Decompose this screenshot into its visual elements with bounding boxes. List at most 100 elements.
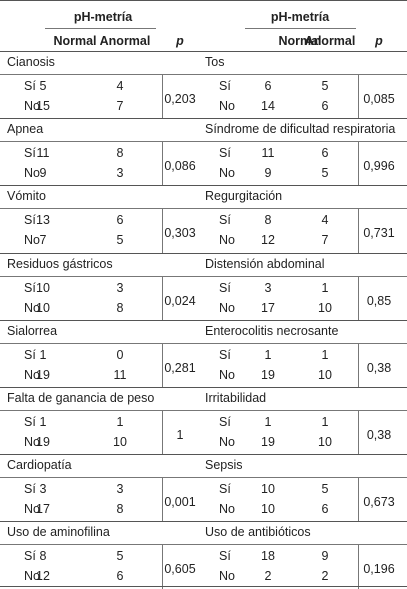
left-col-anormal: Anormal xyxy=(99,34,151,48)
normal-count: 17 xyxy=(36,502,50,517)
anormal-count: 4 xyxy=(116,79,124,93)
normal-count: 19 xyxy=(36,435,50,449)
normal-count: 3 xyxy=(39,482,47,497)
row-label: Sí xyxy=(219,415,231,429)
row-label: No xyxy=(24,367,40,382)
section-title: Uso de aminofilina xyxy=(7,525,110,540)
p-column-divider xyxy=(358,410,359,455)
table-top-rule xyxy=(0,0,407,1)
p-column-divider xyxy=(162,410,163,455)
anormal-count: 3 xyxy=(116,482,124,497)
p-value: 0,38 xyxy=(366,428,392,442)
anormal-count: 8 xyxy=(116,502,124,517)
row-label: No xyxy=(24,502,40,517)
normal-count: 10 xyxy=(261,482,275,497)
row-label: Sí xyxy=(24,79,36,93)
section-divider xyxy=(0,387,196,388)
row-label: Sí xyxy=(24,482,36,497)
anormal-count: 5 xyxy=(116,233,124,248)
p-column-divider xyxy=(162,477,163,522)
section-divider xyxy=(196,319,407,321)
normal-count: 15 xyxy=(36,99,50,113)
p-value: 0,605 xyxy=(164,562,196,577)
table-bottom-rule xyxy=(0,586,407,587)
p-value: 0,086 xyxy=(164,159,196,174)
anormal-count: 6 xyxy=(321,502,329,517)
row-label: Sí xyxy=(219,79,231,93)
anormal-count: 10 xyxy=(113,435,127,449)
section-divider xyxy=(0,185,196,187)
normal-count: 10 xyxy=(261,502,275,517)
anormal-count: 11 xyxy=(113,367,127,382)
row-label: No xyxy=(219,99,235,113)
anormal-count: 1 xyxy=(321,280,329,295)
normal-count: 19 xyxy=(36,367,50,382)
normal-count: 8 xyxy=(264,213,272,228)
section-title-divider xyxy=(0,74,196,75)
anormal-count: 2 xyxy=(321,569,329,584)
section-title: Apnea xyxy=(7,122,44,137)
anormal-count: 5 xyxy=(116,549,124,564)
normal-count: 3 xyxy=(264,280,272,295)
section-divider xyxy=(196,252,407,254)
row-label: Sí xyxy=(24,280,36,295)
anormal-count: 3 xyxy=(116,166,124,181)
right-col-anormal: Anormal xyxy=(304,34,356,48)
section-title-divider xyxy=(196,410,407,411)
section-divider xyxy=(196,454,407,456)
anormal-count: 10 xyxy=(318,367,332,382)
anormal-count: 7 xyxy=(321,233,329,248)
row-label: No xyxy=(219,502,235,517)
normal-count: 5 xyxy=(39,79,47,93)
p-column-divider xyxy=(162,275,163,320)
anormal-count: 8 xyxy=(116,146,124,161)
section-divider xyxy=(196,118,407,120)
section-title-divider xyxy=(196,342,407,344)
row-label: No xyxy=(24,166,40,181)
row-label: No xyxy=(219,569,235,584)
anormal-count: 1 xyxy=(321,415,329,429)
p-column-divider xyxy=(162,208,163,253)
section-title: Falta de ganancia de peso xyxy=(7,391,155,405)
section-title-divider xyxy=(0,208,196,210)
p-value: 0,024 xyxy=(164,293,196,308)
section-title-divider xyxy=(0,141,196,143)
section-title: Vómito xyxy=(7,189,46,204)
anormal-count: 5 xyxy=(321,166,329,181)
row-label: No xyxy=(24,99,40,113)
section-title-divider xyxy=(196,275,407,277)
anormal-count: 4 xyxy=(321,213,329,228)
normal-count: 1 xyxy=(264,347,272,362)
normal-count: 1 xyxy=(39,347,47,362)
p-value: 0,731 xyxy=(363,226,395,241)
left-col-p: p xyxy=(176,34,184,48)
anormal-count: 1 xyxy=(116,415,124,429)
row-label: Sí xyxy=(219,347,231,362)
normal-count: 8 xyxy=(39,549,47,564)
p-value: 0,281 xyxy=(164,360,196,375)
row-label: No xyxy=(219,435,235,449)
section-title-divider xyxy=(0,410,196,411)
normal-count: 9 xyxy=(39,166,47,181)
right-col-p: p xyxy=(375,34,383,48)
anormal-count: 5 xyxy=(321,482,329,497)
normal-count: 10 xyxy=(36,280,50,295)
section-title: Síndrome de dificultad respiratoria xyxy=(205,122,396,137)
right-group-underline xyxy=(245,28,356,29)
section-divider xyxy=(0,252,196,254)
p-value: 1 xyxy=(176,428,184,442)
normal-count: 2 xyxy=(264,569,272,584)
p-column-divider xyxy=(358,74,359,119)
normal-count: 19 xyxy=(261,435,275,449)
normal-count: 7 xyxy=(39,233,47,248)
p-column-divider xyxy=(358,544,359,589)
p-column-divider xyxy=(162,342,163,387)
normal-count: 11 xyxy=(36,146,50,161)
normal-count: 10 xyxy=(36,300,50,315)
p-column-divider xyxy=(162,544,163,589)
row-label: Sí xyxy=(219,549,231,564)
p-value: 0,996 xyxy=(363,159,395,174)
left-group-header: pH-metría xyxy=(73,10,133,24)
normal-count: 12 xyxy=(36,569,50,584)
anormal-count: 8 xyxy=(116,300,124,315)
